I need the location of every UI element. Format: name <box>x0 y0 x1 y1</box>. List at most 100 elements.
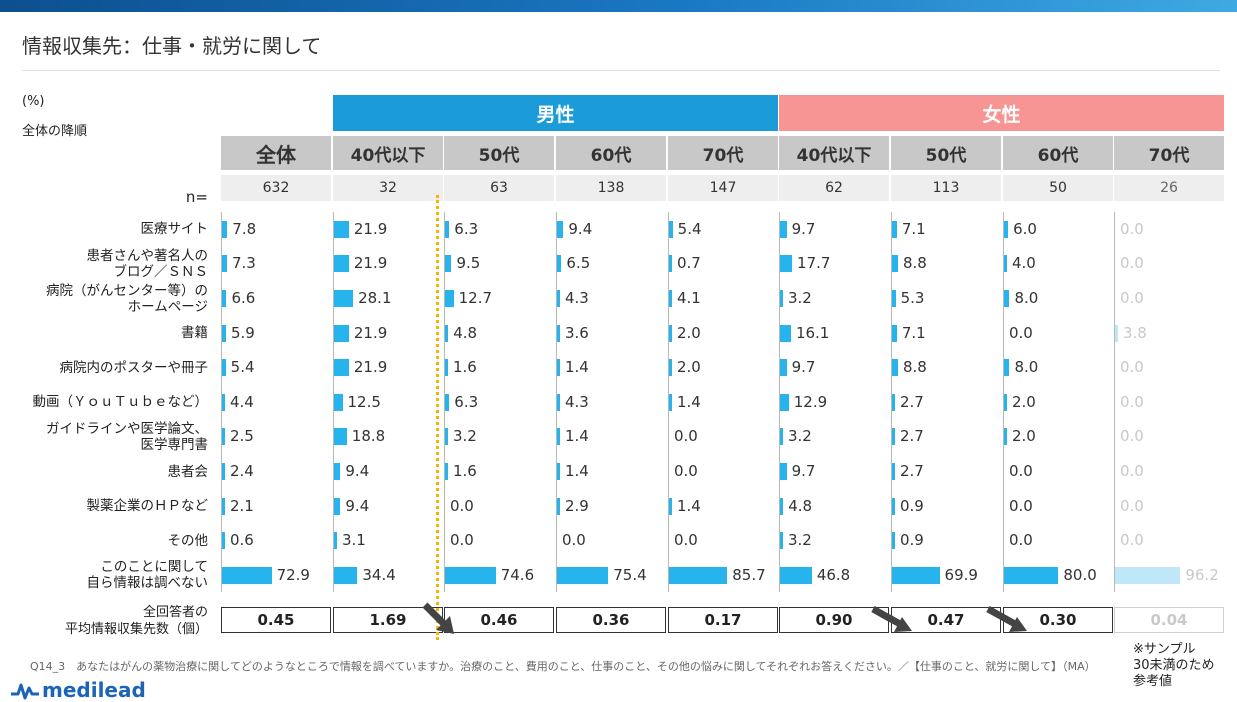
column-header: 70代 <box>1114 136 1224 170</box>
data-value-label: 8.8 <box>902 254 927 273</box>
data-value-label: 3.2 <box>788 531 812 550</box>
column-divider <box>1114 212 1115 592</box>
data-value-label: 12.9 <box>793 392 828 411</box>
data-bar <box>222 220 228 238</box>
data-value-label: 8.0 <box>1014 289 1039 307</box>
row-label-line: その他 <box>167 532 209 549</box>
data-bar <box>334 497 341 515</box>
row-label: その他 <box>168 533 209 549</box>
data-value-label: 5.3 <box>900 289 925 307</box>
sample-size-cell: 50 <box>1003 175 1113 201</box>
data-value-label: 0.0 <box>1120 392 1144 411</box>
data-bar <box>557 463 560 480</box>
row-label: ガイドラインや医学論文、 医学専門書 <box>46 421 208 453</box>
data-value-label: 3.2 <box>788 427 812 446</box>
data-bar <box>334 290 354 307</box>
data-value-label: 1.4 <box>565 462 589 480</box>
row-label: 患者会 <box>168 464 209 480</box>
row-label-line: 動画（ＹｏｕＴｕｂｅなど） <box>32 394 209 411</box>
sample-size-cell: 62 <box>779 175 889 201</box>
data-value-label: 0.0 <box>450 496 474 515</box>
data-value-label: 9.7 <box>791 358 816 377</box>
data-value-label: 3.2 <box>788 289 812 307</box>
group-header: 男性 <box>333 95 778 131</box>
data-value-label: 0.0 <box>674 531 698 550</box>
column-header: 50代 <box>444 136 554 170</box>
column-divider <box>556 212 557 592</box>
data-bar <box>669 290 672 307</box>
data-bar <box>892 359 898 377</box>
data-value-label: 0.0 <box>674 427 698 446</box>
row-label-line: 患者会 <box>167 463 209 480</box>
data-value-label: 0.0 <box>1120 462 1144 480</box>
average-count-label-line1: 全回答者の <box>142 605 208 620</box>
column-header: 50代 <box>891 136 1001 170</box>
data-bar <box>557 290 560 307</box>
reference-note: ※サンプル 30未満のため 参考値 <box>1133 642 1215 690</box>
data-value-label: 69.9 <box>944 565 978 584</box>
data-value-label: 3.2 <box>453 427 477 446</box>
data-bar <box>1004 359 1010 377</box>
data-value-label: 2.7 <box>900 462 924 480</box>
data-value-label: 75.4 <box>613 565 647 584</box>
row-label: 書籍 <box>181 325 208 341</box>
data-value-label: 2.9 <box>565 496 589 515</box>
data-value-label: 0.0 <box>1120 289 1144 307</box>
average-count-label-line2: 平均情報収集先数（個） <box>64 622 208 637</box>
data-bar <box>334 324 349 342</box>
data-bar <box>222 566 272 584</box>
data-value-label: 0.0 <box>674 462 698 480</box>
row-label-line: 医学専門書 <box>140 436 209 453</box>
data-value-label: 4.3 <box>565 392 589 411</box>
row-label-line: 患者さんや著名人の <box>86 247 209 264</box>
data-value-label: 18.8 <box>351 427 386 446</box>
column-header: 70代 <box>668 136 778 170</box>
sample-size-cell: 138 <box>556 175 666 201</box>
data-value-label: 34.4 <box>362 565 396 584</box>
medilead-logo: medilead <box>10 678 146 702</box>
data-bar <box>1115 566 1181 584</box>
row-label: このことに関して 自ら情報は調べない <box>87 559 209 591</box>
data-value-label: 3.1 <box>342 531 366 550</box>
row-label-line: ホームページ <box>127 298 208 315</box>
data-value-label: 0.0 <box>562 531 586 550</box>
sort-note: 全体の降順 <box>22 124 88 139</box>
logo-text: medilead <box>42 678 146 702</box>
data-bar <box>892 255 898 273</box>
data-bar <box>445 428 448 446</box>
reference-note-line: 30未満のため <box>1133 658 1215 673</box>
data-bar <box>557 324 560 342</box>
data-bar <box>780 324 791 342</box>
data-value-label: 9.7 <box>791 219 816 238</box>
data-bar <box>222 532 225 550</box>
data-bar <box>669 324 672 342</box>
data-value-label: 4.1 <box>677 289 701 307</box>
data-bar <box>334 566 358 584</box>
data-bar <box>1004 220 1009 238</box>
data-bar <box>669 255 672 273</box>
data-value-label: 0.0 <box>1120 531 1144 550</box>
arrow-icon <box>986 606 1027 632</box>
row-label: 患者さんや著名人の ブログ／ＳＮＳ <box>87 248 209 280</box>
title-divider <box>22 70 1220 71</box>
data-value-label: 21.9 <box>353 323 388 342</box>
data-bar <box>222 428 225 446</box>
row-label: 製薬企業のＨＰなど <box>87 498 209 514</box>
data-bar <box>1004 428 1007 446</box>
data-value-label: 9.4 <box>345 496 370 515</box>
data-value-label: 2.0 <box>1012 392 1036 411</box>
sample-size-cell: 632 <box>221 175 331 201</box>
data-bar <box>780 532 783 550</box>
row-label: 動画（ＹｏｕＴｕｂｅなど） <box>33 394 209 410</box>
data-value-label: 7.1 <box>901 323 926 342</box>
data-value-label: 0.0 <box>1009 462 1033 480</box>
data-bar <box>222 463 225 480</box>
data-value-label: 0.0 <box>1120 219 1144 238</box>
data-value-label: 4.8 <box>788 496 813 515</box>
data-bar <box>780 497 784 515</box>
arrow-icon <box>422 602 454 634</box>
data-value-label: 7.1 <box>901 219 926 238</box>
data-bar <box>334 463 341 480</box>
column-header: 60代 <box>1003 136 1113 170</box>
data-value-label: 21.9 <box>353 358 388 377</box>
